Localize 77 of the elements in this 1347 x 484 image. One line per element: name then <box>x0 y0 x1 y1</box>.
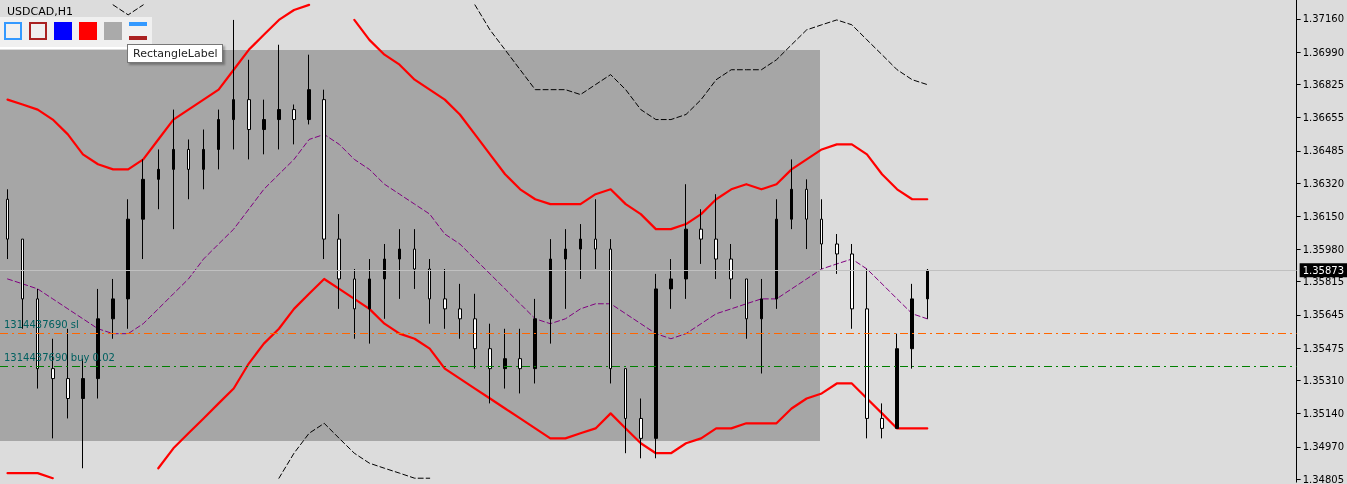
candlestick <box>413 228 416 290</box>
candlestick <box>669 258 673 310</box>
y-tick-label: 1.36655 <box>1302 112 1345 124</box>
candlestick <box>337 213 341 310</box>
candlestick <box>790 158 793 230</box>
candlestick <box>488 323 492 404</box>
candlestick <box>262 99 266 155</box>
annotation: RectangleLabel <box>127 44 224 63</box>
candlestick <box>473 293 477 370</box>
candlestick <box>745 278 748 340</box>
candlestick <box>202 129 205 190</box>
y-tick-label: 1.35140 <box>1302 408 1345 420</box>
candlestick <box>865 268 869 439</box>
candlestick <box>729 243 733 300</box>
y-tick-label: 1.36990 <box>1302 46 1345 58</box>
candlestick <box>126 198 130 330</box>
candlestick <box>699 208 703 265</box>
candlestick <box>307 54 311 125</box>
candlestick <box>353 268 356 340</box>
candlestick <box>277 44 281 150</box>
candlestick <box>533 298 537 384</box>
candlestick <box>503 328 507 390</box>
candlestick <box>66 328 70 419</box>
candlestick <box>187 138 190 200</box>
candlestick <box>322 89 326 260</box>
candlestick <box>639 398 643 459</box>
candlestick <box>232 19 235 150</box>
y-tick-label: 1.35310 <box>1302 374 1345 386</box>
candlestick <box>292 104 296 145</box>
candlestick <box>684 183 688 300</box>
y-tick-label: 1.36320 <box>1302 177 1345 189</box>
candlestick <box>443 268 447 330</box>
candlestick <box>564 228 567 310</box>
y-tick-label: 1.36485 <box>1302 145 1345 157</box>
ref-line-label: 1.35873 <box>1302 264 1345 276</box>
candlestick <box>714 193 718 280</box>
candlestick <box>398 228 401 300</box>
y-tick-label: 1.35645 <box>1302 309 1345 321</box>
candlestick <box>609 238 612 384</box>
line-series <box>7 133 928 340</box>
candlestick <box>835 233 839 275</box>
candlestick <box>6 188 9 260</box>
candlestick <box>458 283 462 340</box>
text: USDCAD,H1 <box>7 5 73 18</box>
candlestick <box>383 243 386 320</box>
candlestick <box>926 268 929 320</box>
candlestick <box>141 158 145 260</box>
y-tick-label: 1.35475 <box>1302 342 1345 354</box>
candlestick <box>850 243 854 330</box>
candlestick <box>368 258 371 345</box>
candlestick <box>579 223 582 280</box>
y-tick-label: 1.35815 <box>1302 276 1345 288</box>
candlestick <box>157 148 160 210</box>
candlestick <box>111 278 115 340</box>
y-tick-label: 1.37160 <box>1302 13 1345 25</box>
candlestick <box>775 198 778 310</box>
candlestick <box>172 109 175 230</box>
candlestick <box>549 238 552 345</box>
candlestick <box>428 258 431 325</box>
line-series <box>278 422 431 479</box>
candlestick <box>805 178 808 250</box>
y-tick-label: 1.36825 <box>1302 78 1345 90</box>
candlestick <box>895 333 899 429</box>
y-tick-label: 1.36150 <box>1302 210 1345 222</box>
candlestick <box>880 402 884 439</box>
candlestick <box>654 273 658 459</box>
candlestick <box>594 198 597 270</box>
candlestick <box>624 368 627 454</box>
candlestick <box>217 109 220 170</box>
y-tick-label: 1.34805 <box>1302 473 1345 484</box>
y-tick-label: 1.34970 <box>1302 441 1345 453</box>
candlestick <box>820 198 823 270</box>
candlestick <box>910 283 914 370</box>
y-tick-label: 1.35980 <box>1302 243 1345 255</box>
candlestick <box>760 278 763 375</box>
candlestick <box>247 59 251 160</box>
candlestick <box>518 328 522 394</box>
